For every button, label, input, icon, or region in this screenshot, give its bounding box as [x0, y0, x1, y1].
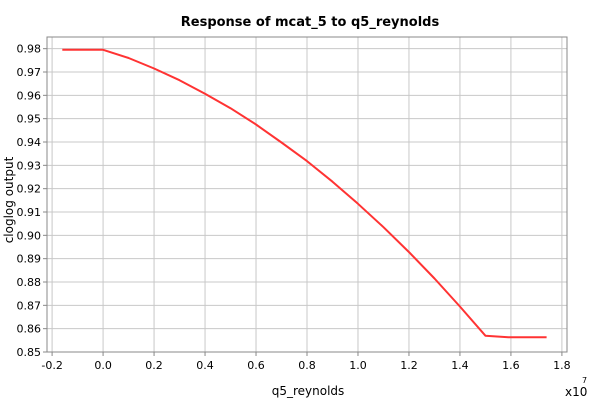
x-tick-label: 0.6: [247, 359, 265, 372]
x-axis-multiplier: x10: [565, 385, 588, 399]
y-tick-label: 0.91: [17, 206, 42, 219]
x-tick-label: 1.2: [400, 359, 418, 372]
y-tick-label: 0.86: [17, 323, 42, 336]
axis-ticks: -0.2 0.0 0.2 0.4 0.6 0.8 1.0 1.2 1.4 1.6 1.8 0.85 0.…: [17, 43, 571, 372]
y-tick-label: 0.89: [17, 253, 42, 266]
x-tick-label: 1.8: [553, 359, 571, 372]
x-axis-label: q5_reynolds: [271, 384, 345, 398]
series-line: [62, 48, 547, 339]
chart-title: Response of mcat_5 to q5_reynolds: [180, 15, 440, 30]
x-tick-label: 1.6: [502, 359, 520, 372]
y-tick-label: 0.93: [17, 159, 42, 172]
y-tick-label: 0.97: [17, 66, 42, 79]
y-tick-label: 0.98: [17, 43, 42, 56]
y-tick-label: 0.96: [17, 89, 42, 102]
x-tick-label: 0.4: [196, 359, 214, 372]
x-tick-label: 0.0: [94, 359, 112, 372]
x-tick-label: 1.0: [349, 359, 367, 372]
x-axis-multiplier-exponent: 7: [582, 376, 588, 385]
x-tick-label: 1.4: [451, 359, 469, 372]
series-layer: [62, 48, 547, 339]
y-tick-label: 0.92: [17, 183, 42, 196]
x-tick-label: -0.2: [41, 359, 62, 372]
y-tick-label: 0.90: [17, 229, 42, 242]
x-tick-label: 0.8: [298, 359, 316, 372]
y-tick-label: 0.95: [17, 113, 42, 126]
y-tick-label: 0.87: [17, 299, 42, 312]
y-tick-label: 0.94: [17, 136, 42, 149]
x-tick-label: 0.2: [145, 359, 163, 372]
y-tick-label: 0.88: [17, 276, 42, 289]
grid-lines: [47, 37, 567, 353]
y-tick-label: 0.85: [17, 346, 42, 359]
